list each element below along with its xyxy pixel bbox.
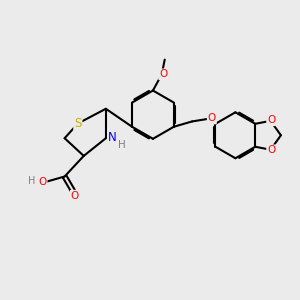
Text: O: O (267, 115, 275, 125)
Text: S: S (74, 117, 82, 130)
Text: O: O (71, 190, 79, 201)
Text: O: O (267, 145, 275, 155)
Text: N: N (108, 131, 117, 144)
Text: O: O (159, 69, 167, 79)
Text: H: H (118, 140, 126, 150)
Text: O: O (38, 177, 47, 188)
Text: O: O (208, 113, 216, 124)
Text: H: H (28, 176, 35, 186)
